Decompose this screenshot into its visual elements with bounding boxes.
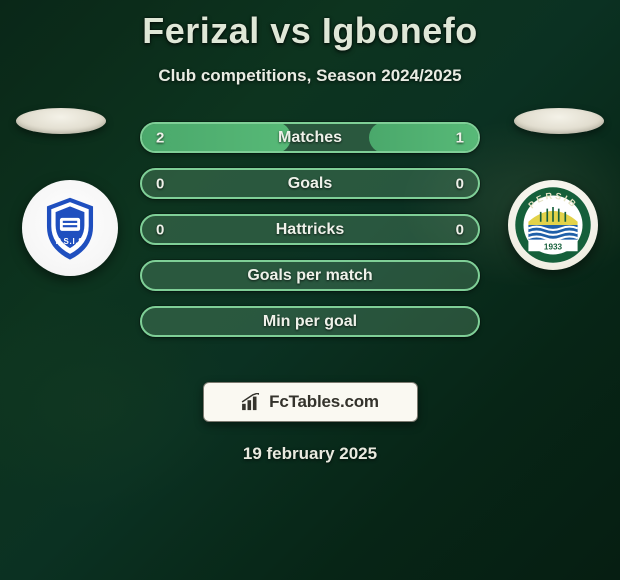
- psis-crest-icon: P.S.I.S: [34, 192, 106, 264]
- stat-row: 0 0 Goals: [140, 168, 480, 199]
- stat-value-left: 2: [156, 129, 164, 146]
- stat-rows: 2 1 Matches 0 0 Goals 0 0 Hattricks Goals per mat…: [140, 122, 480, 337]
- svg-text:P.S.I.S: P.S.I.S: [56, 237, 85, 246]
- brand-label: FcTables.com: [269, 392, 379, 412]
- bars-icon: [241, 393, 263, 411]
- page-subtitle: Club competitions, Season 2024/2025: [0, 66, 620, 86]
- stat-label: Goals: [288, 175, 332, 193]
- date-label: 19 february 2025: [0, 444, 620, 464]
- club-badge-left: P.S.I.S: [22, 180, 118, 276]
- stat-row: 0 0 Hattricks: [140, 214, 480, 245]
- stat-label: Min per goal: [263, 313, 357, 331]
- club-badge-right: PERSIB 1933: [508, 180, 598, 270]
- stat-value-left: 0: [156, 175, 164, 192]
- stat-row: Min per goal: [140, 306, 480, 337]
- stat-value-right: 0: [456, 221, 464, 238]
- player-right-portrait: [514, 108, 604, 134]
- stat-label: Goals per match: [247, 267, 372, 285]
- stat-row: Goals per match: [140, 260, 480, 291]
- stat-value-right: 1: [456, 129, 464, 146]
- stats-area: P.S.I.S PERSIB 1933 21Match: [0, 122, 620, 362]
- page-title: Ferizal vs Igbonefo: [0, 10, 620, 52]
- stat-value-left: 0: [156, 221, 164, 238]
- brand-pill[interactable]: FcTables.com: [203, 382, 418, 422]
- stat-row: 2 1 Matches: [140, 122, 480, 153]
- stat-value-right: 0: [456, 175, 464, 192]
- player-left-portrait: [16, 108, 106, 134]
- svg-text:1933: 1933: [544, 243, 563, 252]
- stat-label: Matches: [278, 129, 342, 147]
- persib-crest-icon: PERSIB 1933: [512, 184, 594, 266]
- content: Ferizal vs Igbonefo Club competitions, S…: [0, 0, 620, 464]
- stat-label: Hattricks: [276, 221, 344, 239]
